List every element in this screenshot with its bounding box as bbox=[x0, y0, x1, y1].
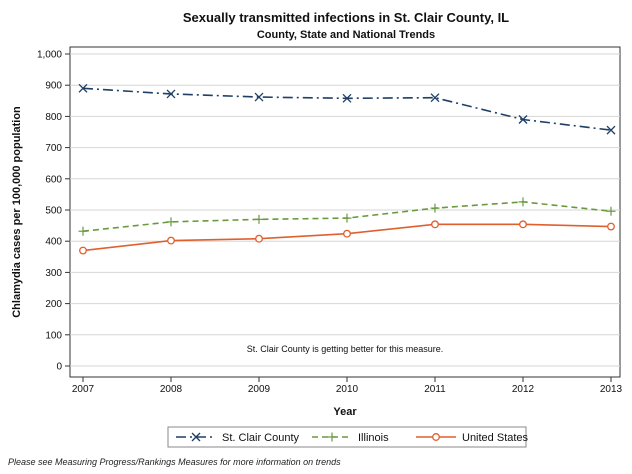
x-tick-label: 2012 bbox=[512, 384, 535, 395]
data-point-st-clair-county bbox=[78, 83, 88, 93]
data-point-illinois bbox=[254, 214, 264, 224]
legend-marker-st-clair-county bbox=[191, 432, 201, 442]
legend-items: St. Clair County Illinois United States bbox=[176, 432, 529, 444]
chart-subtitle: County, State and National Trends bbox=[257, 29, 435, 41]
gridlines bbox=[70, 53, 620, 367]
data-point-st-clair-county bbox=[430, 93, 440, 103]
data-point-illinois bbox=[342, 213, 352, 223]
x-tick-label: 2009 bbox=[248, 384, 271, 395]
plot-area bbox=[69, 46, 621, 378]
series-lines bbox=[78, 83, 616, 255]
data-point-united-states bbox=[343, 229, 351, 238]
legend-label-st-clair-county: St. Clair County bbox=[222, 432, 300, 444]
data-point-united-states bbox=[519, 220, 527, 229]
data-point-illinois bbox=[430, 203, 440, 213]
chart-annotation: St. Clair County is getting better for t… bbox=[247, 344, 444, 354]
data-point-st-clair-county bbox=[342, 93, 352, 103]
footnote: Please see Measuring Progress/Rankings M… bbox=[8, 457, 341, 467]
y-axis-ticks: 0 100 200 300 400 500 600 700 800 900 1,000 bbox=[37, 50, 70, 373]
legend-marker-illinois bbox=[327, 432, 337, 442]
legend-marker-united-states bbox=[432, 433, 440, 441]
y-tick-label: 900 bbox=[45, 81, 62, 92]
legend-label-united-states: United States bbox=[462, 432, 529, 444]
data-point-united-states bbox=[255, 234, 263, 243]
x-axis-title: Year bbox=[333, 406, 357, 418]
legend-label-illinois: Illinois bbox=[358, 432, 389, 444]
x-axis-ticks: 2007 2008 2009 2010 2011 2012 2013 bbox=[72, 377, 623, 395]
data-point-illinois bbox=[78, 226, 88, 236]
data-point-united-states bbox=[79, 246, 87, 255]
y-tick-label: 800 bbox=[45, 112, 62, 123]
y-tick-label: 100 bbox=[45, 330, 62, 341]
data-point-united-states bbox=[167, 236, 175, 245]
data-point-united-states bbox=[607, 222, 615, 231]
x-tick-label: 2013 bbox=[600, 384, 623, 395]
y-tick-label: 400 bbox=[45, 237, 62, 248]
x-tick-label: 2007 bbox=[72, 384, 95, 395]
data-point-illinois bbox=[166, 217, 176, 227]
data-point-st-clair-county bbox=[518, 115, 528, 124]
x-tick-label: 2010 bbox=[336, 384, 359, 395]
y-tick-label: 300 bbox=[45, 268, 62, 279]
data-point-illinois bbox=[606, 206, 616, 216]
data-point-illinois bbox=[518, 197, 528, 207]
y-tick-label: 200 bbox=[45, 299, 62, 310]
x-tick-label: 2011 bbox=[424, 384, 446, 395]
y-tick-label: 500 bbox=[45, 206, 62, 217]
data-point-united-states bbox=[431, 220, 439, 229]
y-tick-label: 1,000 bbox=[37, 50, 62, 61]
data-point-st-clair-county bbox=[606, 125, 616, 135]
y-tick-label: 0 bbox=[56, 362, 62, 373]
data-point-st-clair-county bbox=[166, 89, 176, 99]
chart-title: Sexually transmitted infections in St. C… bbox=[183, 10, 509, 25]
y-tick-label: 600 bbox=[45, 174, 62, 185]
y-axis-title: Chlamydia cases per 100,000 population bbox=[11, 106, 23, 318]
data-point-st-clair-county bbox=[254, 92, 264, 102]
x-tick-label: 2008 bbox=[160, 384, 183, 395]
y-tick-label: 700 bbox=[45, 143, 62, 154]
